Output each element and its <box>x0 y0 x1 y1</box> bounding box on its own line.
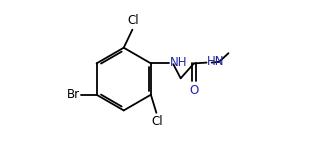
Text: Cl: Cl <box>127 14 139 27</box>
Text: O: O <box>189 84 199 97</box>
Text: Cl: Cl <box>151 115 163 128</box>
Text: Br: Br <box>67 88 80 101</box>
Text: HN: HN <box>207 55 225 68</box>
Text: NH: NH <box>170 56 187 69</box>
